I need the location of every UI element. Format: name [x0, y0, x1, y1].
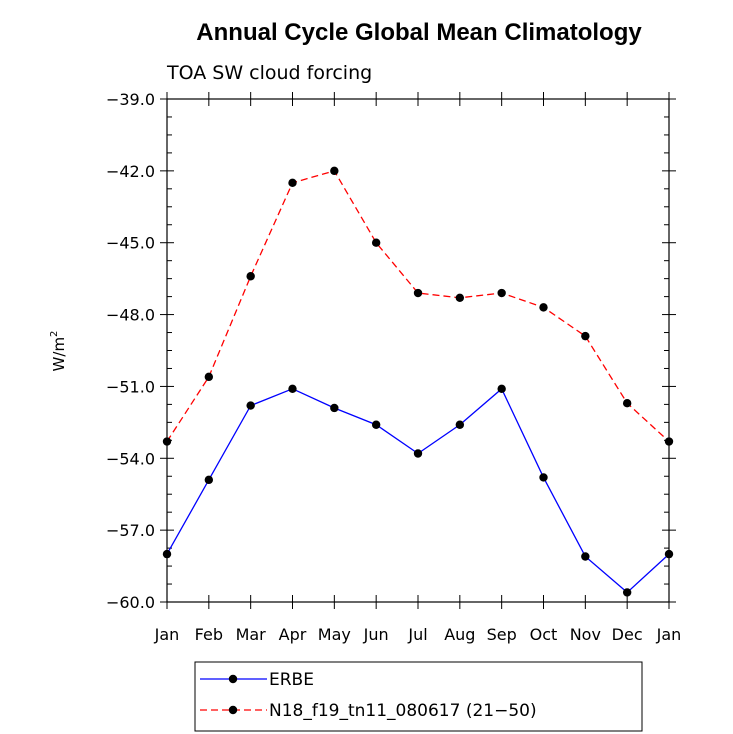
tick-marks	[160, 92, 676, 609]
series-1-point	[539, 303, 547, 311]
series-1-point	[665, 437, 673, 445]
x-tick-label: Jan	[656, 625, 682, 644]
legend-marker-erbe	[229, 675, 237, 683]
chart-subtitle: TOA SW cloud forcing	[166, 62, 372, 84]
series-layer	[163, 167, 673, 597]
series-1-point	[163, 437, 171, 445]
series-0-point	[163, 550, 171, 558]
series-0-point	[372, 421, 380, 429]
y-tick-label: −48.0	[106, 306, 155, 325]
series-0-point	[539, 473, 547, 481]
series-1-point	[581, 332, 589, 340]
x-tick-label: Nov	[570, 625, 601, 644]
series-1-point	[205, 373, 213, 381]
x-tick-label: Oct	[530, 625, 558, 644]
chart: Annual Cycle Global Mean Climatology TOA…	[0, 0, 733, 734]
y-axis-label-unit: W/m	[50, 337, 68, 372]
y-axis-label: W/m2	[49, 331, 68, 372]
x-tick-label: Dec	[612, 625, 643, 644]
series-1-point	[414, 289, 422, 297]
series-1-point	[288, 179, 296, 187]
x-tick-label: Feb	[195, 625, 223, 644]
legend: ERBE N18_f19_tn11_080617 (21−50)	[195, 662, 642, 731]
y-tick-label: −42.0	[106, 162, 155, 181]
series-0-point	[623, 588, 631, 596]
legend-label-erbe: ERBE	[269, 670, 314, 690]
series-1-point	[330, 167, 338, 175]
series-0-point	[665, 550, 673, 558]
series-line-0	[167, 389, 669, 593]
series-0-point	[497, 385, 505, 393]
x-tick-label: Aug	[444, 625, 475, 644]
series-1-point	[246, 272, 254, 280]
series-0-point	[205, 476, 213, 484]
series-1-point	[372, 239, 380, 247]
y-tick-label: −39.0	[106, 90, 155, 109]
x-tick-label: Jun	[363, 625, 389, 644]
series-0-point	[288, 385, 296, 393]
series-0-point	[456, 421, 464, 429]
chart-title: Annual Cycle Global Mean Climatology	[196, 19, 642, 46]
series-0-point	[414, 449, 422, 457]
y-tick-labels: −39.0 −42.0 −45.0 −48.0 −51.0 −54.0 −57.0 −60.0	[106, 90, 155, 612]
series-1-point	[497, 289, 505, 297]
x-tick-label: Mar	[236, 625, 267, 644]
series-1-point	[623, 399, 631, 407]
y-tick-label: −51.0	[106, 377, 155, 396]
x-tick-label: Sep	[487, 625, 517, 644]
series-0-point	[581, 552, 589, 560]
series-1-point	[456, 294, 464, 302]
x-tick-label: May	[318, 625, 351, 644]
x-tick-label: Jan	[154, 625, 180, 644]
x-tick-label: Jul	[407, 625, 427, 644]
y-tick-label: −57.0	[106, 521, 155, 540]
x-tick-label: Apr	[279, 625, 307, 644]
series-0-point	[246, 401, 254, 409]
series-0-point	[330, 404, 338, 412]
y-tick-label: −45.0	[106, 234, 155, 253]
x-tick-labels: Jan Feb Mar Apr May Jun Jul Aug Sep Oct Nov Dec Jan	[154, 625, 682, 644]
y-tick-label: −54.0	[106, 449, 155, 468]
legend-marker-model	[229, 706, 237, 714]
series-line-1	[167, 171, 669, 442]
y-axis-label-exponent: 2	[49, 331, 60, 337]
legend-label-model: N18_f19_tn11_080617 (21−50)	[269, 701, 537, 721]
y-tick-label: −60.0	[106, 593, 155, 612]
